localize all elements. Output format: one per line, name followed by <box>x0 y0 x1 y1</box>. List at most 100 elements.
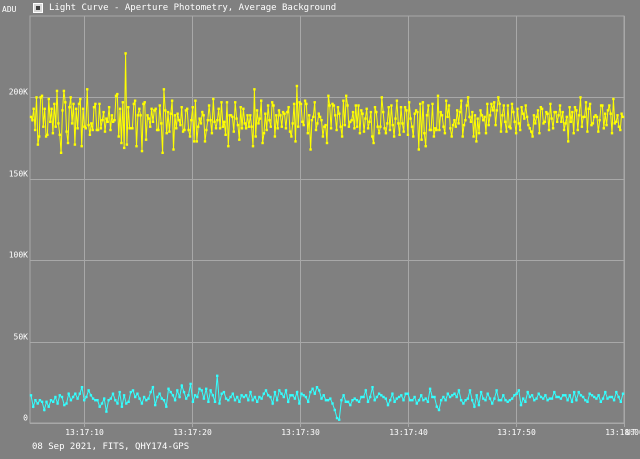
data-point <box>472 135 475 138</box>
data-point <box>517 122 521 125</box>
data-point <box>491 402 494 405</box>
data-point <box>594 114 597 117</box>
data-point <box>555 395 558 399</box>
data-point <box>94 399 97 402</box>
data-point <box>402 399 405 402</box>
data-point <box>112 120 115 123</box>
data-point <box>142 102 145 106</box>
data-point <box>516 107 519 110</box>
data-point <box>442 395 445 399</box>
data-point <box>547 128 551 132</box>
data-point <box>413 395 416 399</box>
data-point <box>577 390 580 394</box>
data-point <box>149 125 152 128</box>
data-point <box>597 130 600 133</box>
data-point <box>473 405 476 408</box>
data-point <box>312 115 315 119</box>
data-point <box>249 114 252 117</box>
data-point <box>398 133 401 136</box>
data-point <box>329 397 332 400</box>
data-point <box>411 399 414 402</box>
data-point <box>103 397 106 400</box>
data-point <box>605 123 608 127</box>
data-point <box>417 399 421 402</box>
data-point <box>212 97 215 101</box>
data-point <box>207 104 211 107</box>
x-axis-label: UT <box>626 428 636 437</box>
data-point <box>87 389 90 392</box>
data-point <box>275 399 279 402</box>
data-point <box>170 99 174 102</box>
data-point <box>160 122 163 125</box>
data-point <box>247 399 250 402</box>
data-point <box>260 99 263 102</box>
data-point <box>273 390 277 394</box>
data-point <box>191 106 194 109</box>
data-point <box>118 107 122 110</box>
data-point <box>395 99 399 102</box>
app-icon[interactable] <box>33 3 43 13</box>
data-point <box>371 135 374 138</box>
data-point <box>523 117 526 120</box>
data-point <box>431 395 434 399</box>
data-point <box>302 123 305 127</box>
data-point <box>57 122 60 125</box>
data-point <box>510 397 514 400</box>
data-point <box>440 399 443 402</box>
data-point <box>588 102 592 106</box>
data-point <box>449 127 452 130</box>
data-point <box>107 106 111 109</box>
data-point <box>415 402 418 405</box>
data-point <box>495 109 499 112</box>
data-point <box>309 390 312 394</box>
data-point <box>476 117 479 120</box>
data-point <box>436 94 440 97</box>
data-point <box>194 99 197 102</box>
data-point <box>131 127 134 130</box>
data-point <box>593 115 596 119</box>
data-point <box>95 128 98 132</box>
data-point <box>157 128 160 132</box>
data-point <box>560 120 563 123</box>
data-point <box>479 109 482 112</box>
data-point <box>542 397 545 400</box>
data-point <box>199 122 203 125</box>
data-point <box>110 114 114 117</box>
data-point <box>133 99 137 102</box>
data-point <box>103 130 107 133</box>
data-point <box>455 395 458 399</box>
data-point <box>462 123 466 127</box>
data-point <box>486 392 489 395</box>
data-point <box>227 145 230 148</box>
data-point <box>566 399 569 402</box>
data-point <box>604 112 607 115</box>
data-point <box>181 130 185 133</box>
data-point <box>621 115 625 119</box>
data-point <box>512 110 515 114</box>
data-point <box>231 115 234 119</box>
data-point <box>79 97 82 101</box>
data-point <box>213 120 216 123</box>
data-point <box>440 114 444 117</box>
data-point <box>520 106 523 109</box>
y-tick-label: 150K <box>9 170 28 179</box>
data-point <box>446 115 449 119</box>
data-point <box>426 400 430 403</box>
data-point <box>445 99 448 102</box>
data-point <box>434 127 437 130</box>
data-point <box>306 132 309 135</box>
data-point <box>384 132 388 135</box>
data-point <box>284 389 288 392</box>
data-point <box>29 115 33 119</box>
data-point <box>143 101 146 104</box>
data-point <box>524 400 527 403</box>
data-point <box>213 400 217 403</box>
data-point <box>338 418 341 421</box>
data-point <box>606 109 610 112</box>
data-point <box>257 122 260 125</box>
data-point <box>408 101 411 104</box>
data-point <box>340 399 343 402</box>
data-point <box>528 395 532 399</box>
data-point <box>54 395 57 399</box>
data-point <box>216 119 219 122</box>
